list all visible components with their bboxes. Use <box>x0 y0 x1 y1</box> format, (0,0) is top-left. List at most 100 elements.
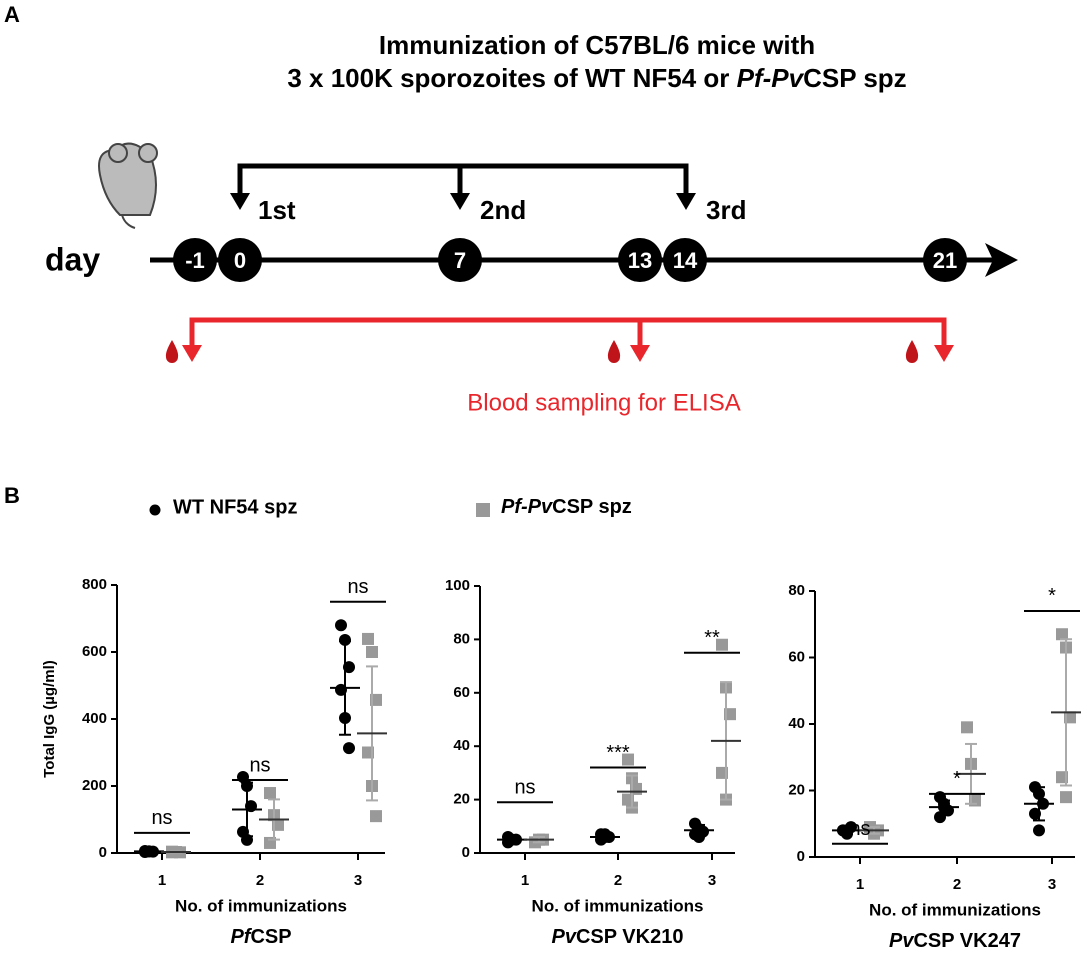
sampling-arrowheads <box>182 345 954 362</box>
x-tick-label: 2 <box>953 876 961 893</box>
day-marker <box>438 238 482 282</box>
data-point <box>622 753 634 766</box>
chart-title: PvCSP VK247 <box>889 930 1021 952</box>
x-axis-label: No. of immunizations <box>869 900 1041 919</box>
chart-title: PfCSP <box>230 926 291 948</box>
day-marker <box>923 238 967 282</box>
legend-label: Pf-PvCSP spz <box>501 496 632 518</box>
title-line-part: CSP spz <box>803 63 907 93</box>
y-tick-label: 200 <box>82 777 107 794</box>
chart-title-part: CSP <box>250 926 291 948</box>
y-tick-label: 0 <box>462 844 470 861</box>
title-line-part: 3 x 100K sporozoites of WT NF54 or <box>287 63 736 93</box>
data-point <box>264 787 276 800</box>
x-tick-label: 3 <box>1048 876 1056 893</box>
data-point <box>961 721 973 734</box>
x-tick-label: 1 <box>521 872 529 889</box>
immunization-label: 2nd <box>480 195 526 225</box>
y-tick-label: 0 <box>797 848 805 865</box>
significance-label: * <box>953 768 961 790</box>
legend-label: WT NF54 spz <box>173 496 297 518</box>
day-marker <box>173 238 217 282</box>
day-label: 13 <box>628 248 652 273</box>
y-tick-label: 60 <box>453 684 470 701</box>
immunization-arrowheads <box>230 193 696 210</box>
y-tick-label: 80 <box>788 582 805 599</box>
immunization-label: 3rd <box>706 195 746 225</box>
data-point <box>1033 824 1045 837</box>
chart-title-part: CSP VK247 <box>913 930 1020 952</box>
y-tick-label: 0 <box>99 844 107 861</box>
legend-label-part: CSP spz <box>552 496 632 518</box>
x-tick-label: 2 <box>256 872 264 889</box>
day-label: 0 <box>234 248 246 273</box>
legend-label-part: Pf-Pv <box>501 496 554 518</box>
data-point <box>1060 791 1072 804</box>
y-tick-label: 100 <box>445 577 470 594</box>
significance-label: ** <box>704 627 720 649</box>
legend-marker <box>149 504 161 516</box>
day-marker <box>218 238 262 282</box>
x-tick-label: 3 <box>354 872 362 889</box>
timeline-arrowhead <box>985 243 1018 277</box>
significance-label: ns <box>347 576 368 598</box>
immunization-label: 1st <box>258 195 296 225</box>
immunization-bracket <box>237 163 689 198</box>
x-tick-label: 1 <box>856 876 864 893</box>
data-point <box>370 810 382 823</box>
panel-label: A <box>4 2 20 27</box>
chart-title: PvCSP VK210 <box>552 926 684 948</box>
y-tick-label: 60 <box>788 648 805 665</box>
data-point <box>366 646 378 658</box>
significance-label: *** <box>606 742 630 764</box>
significance-label: * <box>1048 585 1056 607</box>
sampling-bracket <box>189 317 947 352</box>
x-axis-label: No. of immunizations <box>532 896 704 915</box>
data-point <box>362 632 374 645</box>
timeline-label: day <box>45 241 100 277</box>
mouse-icon <box>98 142 158 229</box>
x-tick-label: 1 <box>158 872 166 889</box>
title-line-part: Pf-Pv <box>737 63 805 93</box>
blood-drops <box>165 340 919 363</box>
y-tick-label: 40 <box>453 737 470 754</box>
y-tick-label: 40 <box>788 715 805 732</box>
data-point <box>339 633 351 646</box>
day-marker <box>618 238 662 282</box>
title-line: 3 x 100K sporozoites of WT NF54 or Pf-Pv… <box>287 63 906 93</box>
y-tick-label: 80 <box>453 630 470 647</box>
significance-label: ns <box>514 777 535 799</box>
panel-label: B <box>4 483 20 508</box>
x-tick-label: 3 <box>708 872 716 889</box>
day-label: -1 <box>185 248 205 273</box>
y-tick-label: 800 <box>82 576 107 593</box>
y-tick-label: 20 <box>453 791 470 808</box>
chart-title-part: CSP VK210 <box>576 926 683 948</box>
significance-label: ns <box>151 807 172 829</box>
legend-marker <box>476 503 490 517</box>
day-label: 14 <box>673 248 698 273</box>
data-point <box>716 638 728 651</box>
day-marker <box>663 238 707 282</box>
y-tick-label: 400 <box>82 710 107 727</box>
significance-label: ns <box>249 754 270 776</box>
x-axis-label: No. of immunizations <box>175 896 347 915</box>
x-tick-label: 2 <box>614 872 622 889</box>
data-point <box>693 830 705 843</box>
y-tick-label: 20 <box>788 781 805 798</box>
chart-title-part: Pv <box>889 930 915 952</box>
data-point <box>343 742 355 755</box>
y-tick-label: 600 <box>82 643 107 660</box>
significance-label: ns <box>849 818 870 840</box>
sampling-label: Blood sampling for ELISA <box>467 389 740 416</box>
day-label: 21 <box>933 248 957 273</box>
data-point <box>335 619 347 632</box>
chart-title-part: Pf <box>230 926 252 948</box>
day-label: 7 <box>454 248 466 273</box>
data-point <box>1056 628 1068 641</box>
title-line: Immunization of C57BL/6 mice with <box>379 30 815 60</box>
chart-title-part: Pv <box>552 926 578 948</box>
y-axis-label: Total IgG (µg/ml) <box>41 660 58 778</box>
